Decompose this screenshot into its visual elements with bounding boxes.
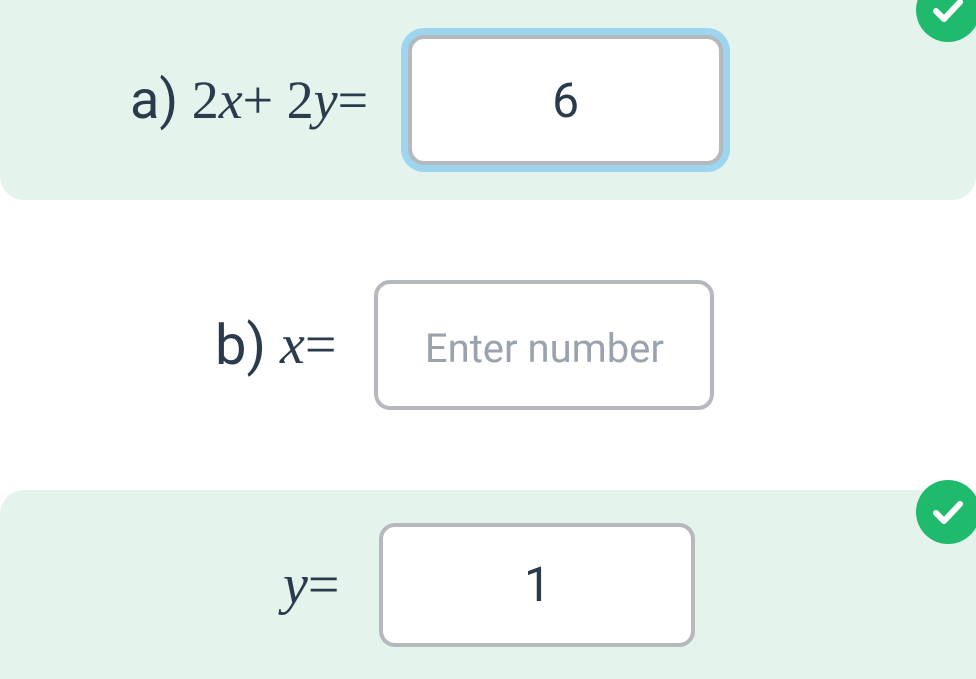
correct-badge-c [916,480,976,544]
question-row-c: y = [0,490,976,679]
equation-label-a: a) 2x + 2y = [130,69,368,132]
answer-input-a[interactable] [408,35,723,165]
part-letter-a: a) [130,69,178,132]
part-letter-b: b) [215,312,266,378]
equation-label-c: y = [283,553,339,617]
question-row-b: b) x = [0,200,976,490]
check-icon [928,0,968,30]
answer-input-c[interactable] [379,523,695,647]
correct-badge-a [916,0,976,42]
question-row-a: a) 2x + 2y = [0,0,976,200]
check-icon [928,492,968,532]
answer-input-b[interactable] [374,280,714,410]
equation-label-b: b) x = [215,312,336,378]
